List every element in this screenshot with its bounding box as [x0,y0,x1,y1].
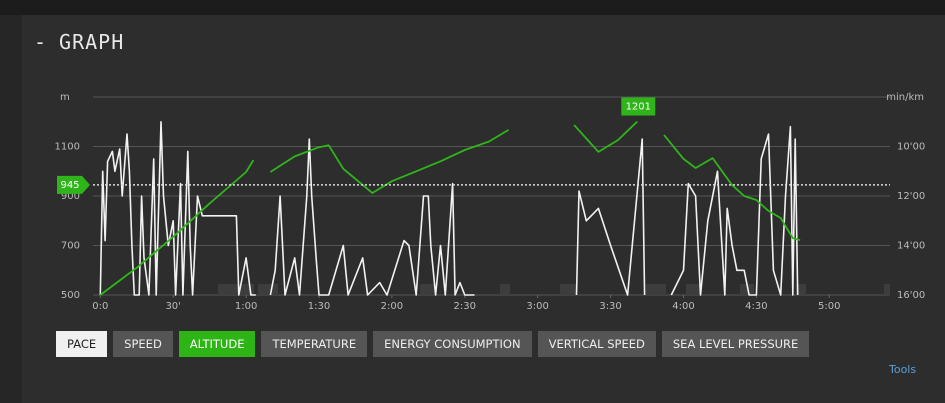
metric-button[interactable]: VERTICAL SPEED [537,331,656,357]
metric-button[interactable]: PACE [56,331,108,357]
x-tick-label: 5:00 [818,301,840,312]
top-bar [0,0,945,15]
series-line [99,120,801,296]
gap-indicator [500,284,510,295]
chart: m min/km 500 700 900 1100 10'00 12'00 14'00 16'00… [55,92,926,312]
x-tick-label: 30' [165,301,180,312]
y-tick-label: 900 [61,191,80,202]
metric-button[interactable]: TEMPERATURE [261,331,368,357]
x-tick-label: 3:00 [526,301,548,312]
gap-indicator [646,284,666,295]
collapse-toggle[interactable]: - [34,30,48,54]
gap-indicator [884,284,890,295]
y2-tick-label: 14'00 [897,241,925,252]
max-tag [621,97,656,116]
metric-button[interactable]: ALTITUDE [178,331,256,357]
y-tick-label: 1100 [55,142,80,153]
x-tick-label: 3:30 [599,301,621,312]
y-tick-label: 500 [61,290,80,301]
y2-tick-label: 10'00 [897,142,925,153]
x-tick-label: 4:30 [745,301,767,312]
y-tick-label: 700 [61,241,80,252]
cursor-value: 945 [60,180,79,191]
x-tick-label: 0:0 [92,301,108,312]
x-tick-label: 2:30 [454,301,476,312]
metric-button[interactable]: SPEED [113,331,173,357]
y2-axis-label: min/km [886,92,924,103]
max-value: 1201 [626,102,651,113]
x-tick-label: 1:30 [308,301,330,312]
series-line [99,121,799,296]
button-bar: PACE SPEED ALTITUDE TEMPERATURE ENERGY CONSU… [56,331,810,357]
y-axis-label: m [60,92,70,103]
header-title: GRAPH [59,30,125,54]
gap-indicator [258,284,278,295]
metric-button[interactable]: ENERGY CONSUMPTION [373,331,532,357]
gap-indicator [420,284,434,295]
gap-indicator [740,284,754,295]
metric-button[interactable]: SEA LEVEL PRESSURE [661,331,810,357]
tools-link[interactable]: Tools [889,363,917,376]
cursor-tag [57,175,90,194]
gap-indicator [796,284,806,295]
gap-indicator [218,284,254,295]
y2-tick-label: 12'00 [897,191,925,202]
header: - GRAPH [34,30,136,54]
y2-tick-label: 16'00 [897,290,925,301]
x-tick-label: 4:00 [672,301,694,312]
gap-indicator [686,284,702,295]
x-tick-label: 2:00 [381,301,403,312]
x-tick-label: 1:00 [235,301,257,312]
gap-indicator [560,284,576,295]
